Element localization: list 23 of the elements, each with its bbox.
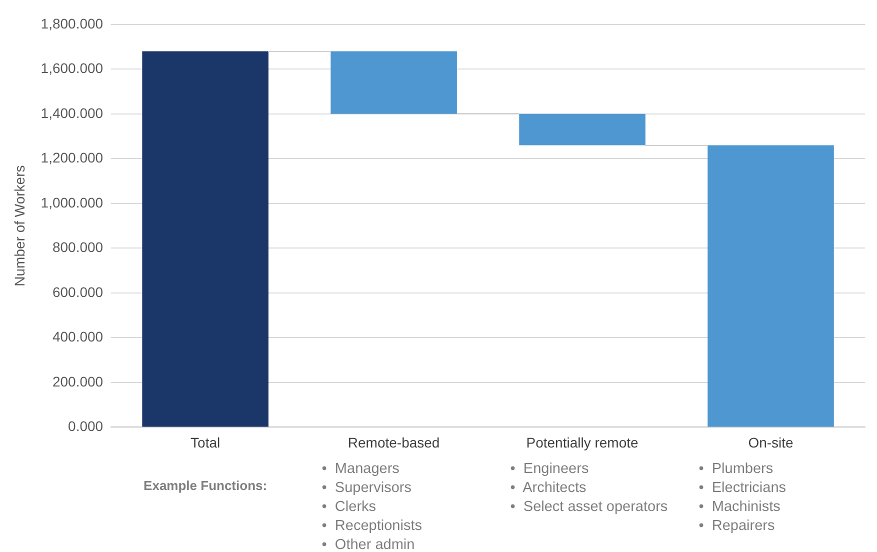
y-tick-label: 1,800.000 [40,15,104,32]
x-tick-label: Total [190,434,220,450]
y-tick-label: 1,200.000 [40,150,104,166]
y-tick-label: 1,600.000 [40,60,104,76]
y-tick-label: 1,000.000 [40,194,104,210]
y-tick-label: 600.000 [52,284,104,300]
text: • Plumbers • Electricians • Machinists • Repairers [698,460,786,536]
y-tick-label: 1,400.000 [40,104,104,121]
bar [142,51,268,427]
text: Example Functions: [142,478,268,493]
y-tick-label: 200.000 [52,373,104,390]
bar [519,114,646,146]
y-axis-title: Number of Workers [11,165,28,286]
y-tick-label: 400.000 [52,328,104,345]
y-tick-label: 0.000 [68,418,104,434]
bar [330,51,457,114]
y-tick-label: 800.000 [52,239,104,256]
text: • Managers • Supervisors • Clerks • Receptionists • Other admin [322,460,422,552]
x-tick-label: On-site [748,434,794,450]
x-tick-label: Potentially remote [526,434,639,450]
x-tick-label: Remote-based [348,434,440,450]
bar [708,145,834,427]
text: • Engineers • Architects • Select asset operators [510,460,668,517]
